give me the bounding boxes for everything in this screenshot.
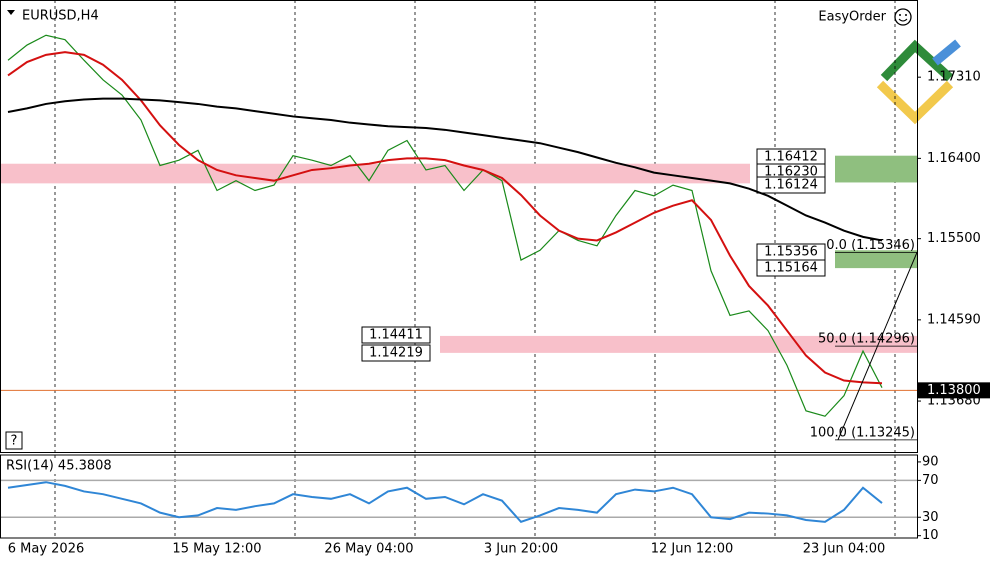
zone-box (835, 155, 917, 183)
x-tick-label: 15 May 12:00 (172, 542, 261, 557)
help-box[interactable] (5, 431, 23, 450)
price-line (7, 97, 883, 242)
y-tick-label: 1.14590 (927, 312, 981, 327)
price-label-box (756, 259, 826, 277)
price-label: 1.15356 (764, 245, 818, 260)
price-label: 1.14219 (369, 346, 423, 361)
rsi-title-box (2, 458, 130, 474)
price-label-box (756, 176, 826, 194)
price-label: 1.16412 (764, 150, 818, 165)
chart-title: EURUSD,H4 (22, 9, 99, 24)
fib-label: 50.0 (1.14296) (818, 332, 915, 347)
logo-green (880, 39, 954, 82)
rsi-title: RSI(14) 45.3808 (6, 459, 112, 474)
logo (876, 39, 961, 125)
rsi-line (7, 481, 883, 524)
price-label-box (361, 344, 431, 362)
y-tick-label: 1.16400 (927, 151, 981, 166)
menu-triangle (7, 10, 15, 15)
price-label: 1.16230 (764, 165, 818, 180)
rsi-panel-border (0, 454, 918, 539)
fib-label: 100.0 (1.13245) (810, 425, 915, 440)
rsi-y-tick-label: 10 (922, 528, 939, 543)
smiley-eye (905, 14, 907, 16)
rsi-y-tick-label: 70 (922, 473, 939, 488)
logo-blue (932, 39, 961, 66)
smiley-mouth (898, 18, 908, 22)
zone (835, 250, 917, 269)
price-label: 1.16124 (764, 178, 818, 193)
current-price-box (917, 382, 990, 399)
rsi-y-tick-label: 30 (922, 510, 939, 525)
toolbar-label: EasyOrder (818, 10, 886, 25)
help-button[interactable]: ? (11, 434, 18, 449)
smiley (894, 8, 912, 26)
x-tick-label: 6 May 2026 (8, 542, 85, 557)
price-label: 1.14411 (369, 328, 423, 343)
price-line (7, 51, 883, 385)
main-panel-border (0, 0, 918, 453)
y-tick-label: 1.15500 (927, 231, 981, 246)
smiley-face (894, 8, 912, 26)
x-tick-label: 23 Jun 04:00 (803, 542, 886, 557)
price-label: 1.15164 (764, 261, 818, 276)
current-price-label: 1.13800 (927, 383, 981, 398)
zone (0, 163, 750, 184)
rsi-y-tick-label: 90 (922, 454, 939, 469)
x-tick-label: 3 Jun 20:00 (484, 542, 558, 557)
price-line (7, 34, 883, 417)
smiley-eye (899, 14, 901, 16)
logo-yellow (876, 80, 954, 125)
zone (440, 335, 917, 353)
x-tick-label: 12 Jun 12:00 (651, 542, 734, 557)
fib-trend (837, 252, 918, 441)
fib-label: 0.0 (1.15346) (826, 238, 915, 253)
x-tick-label: 26 May 04:00 (324, 542, 413, 557)
y-tick-label: 1.17310 (927, 70, 981, 85)
price-label-box (361, 326, 431, 344)
